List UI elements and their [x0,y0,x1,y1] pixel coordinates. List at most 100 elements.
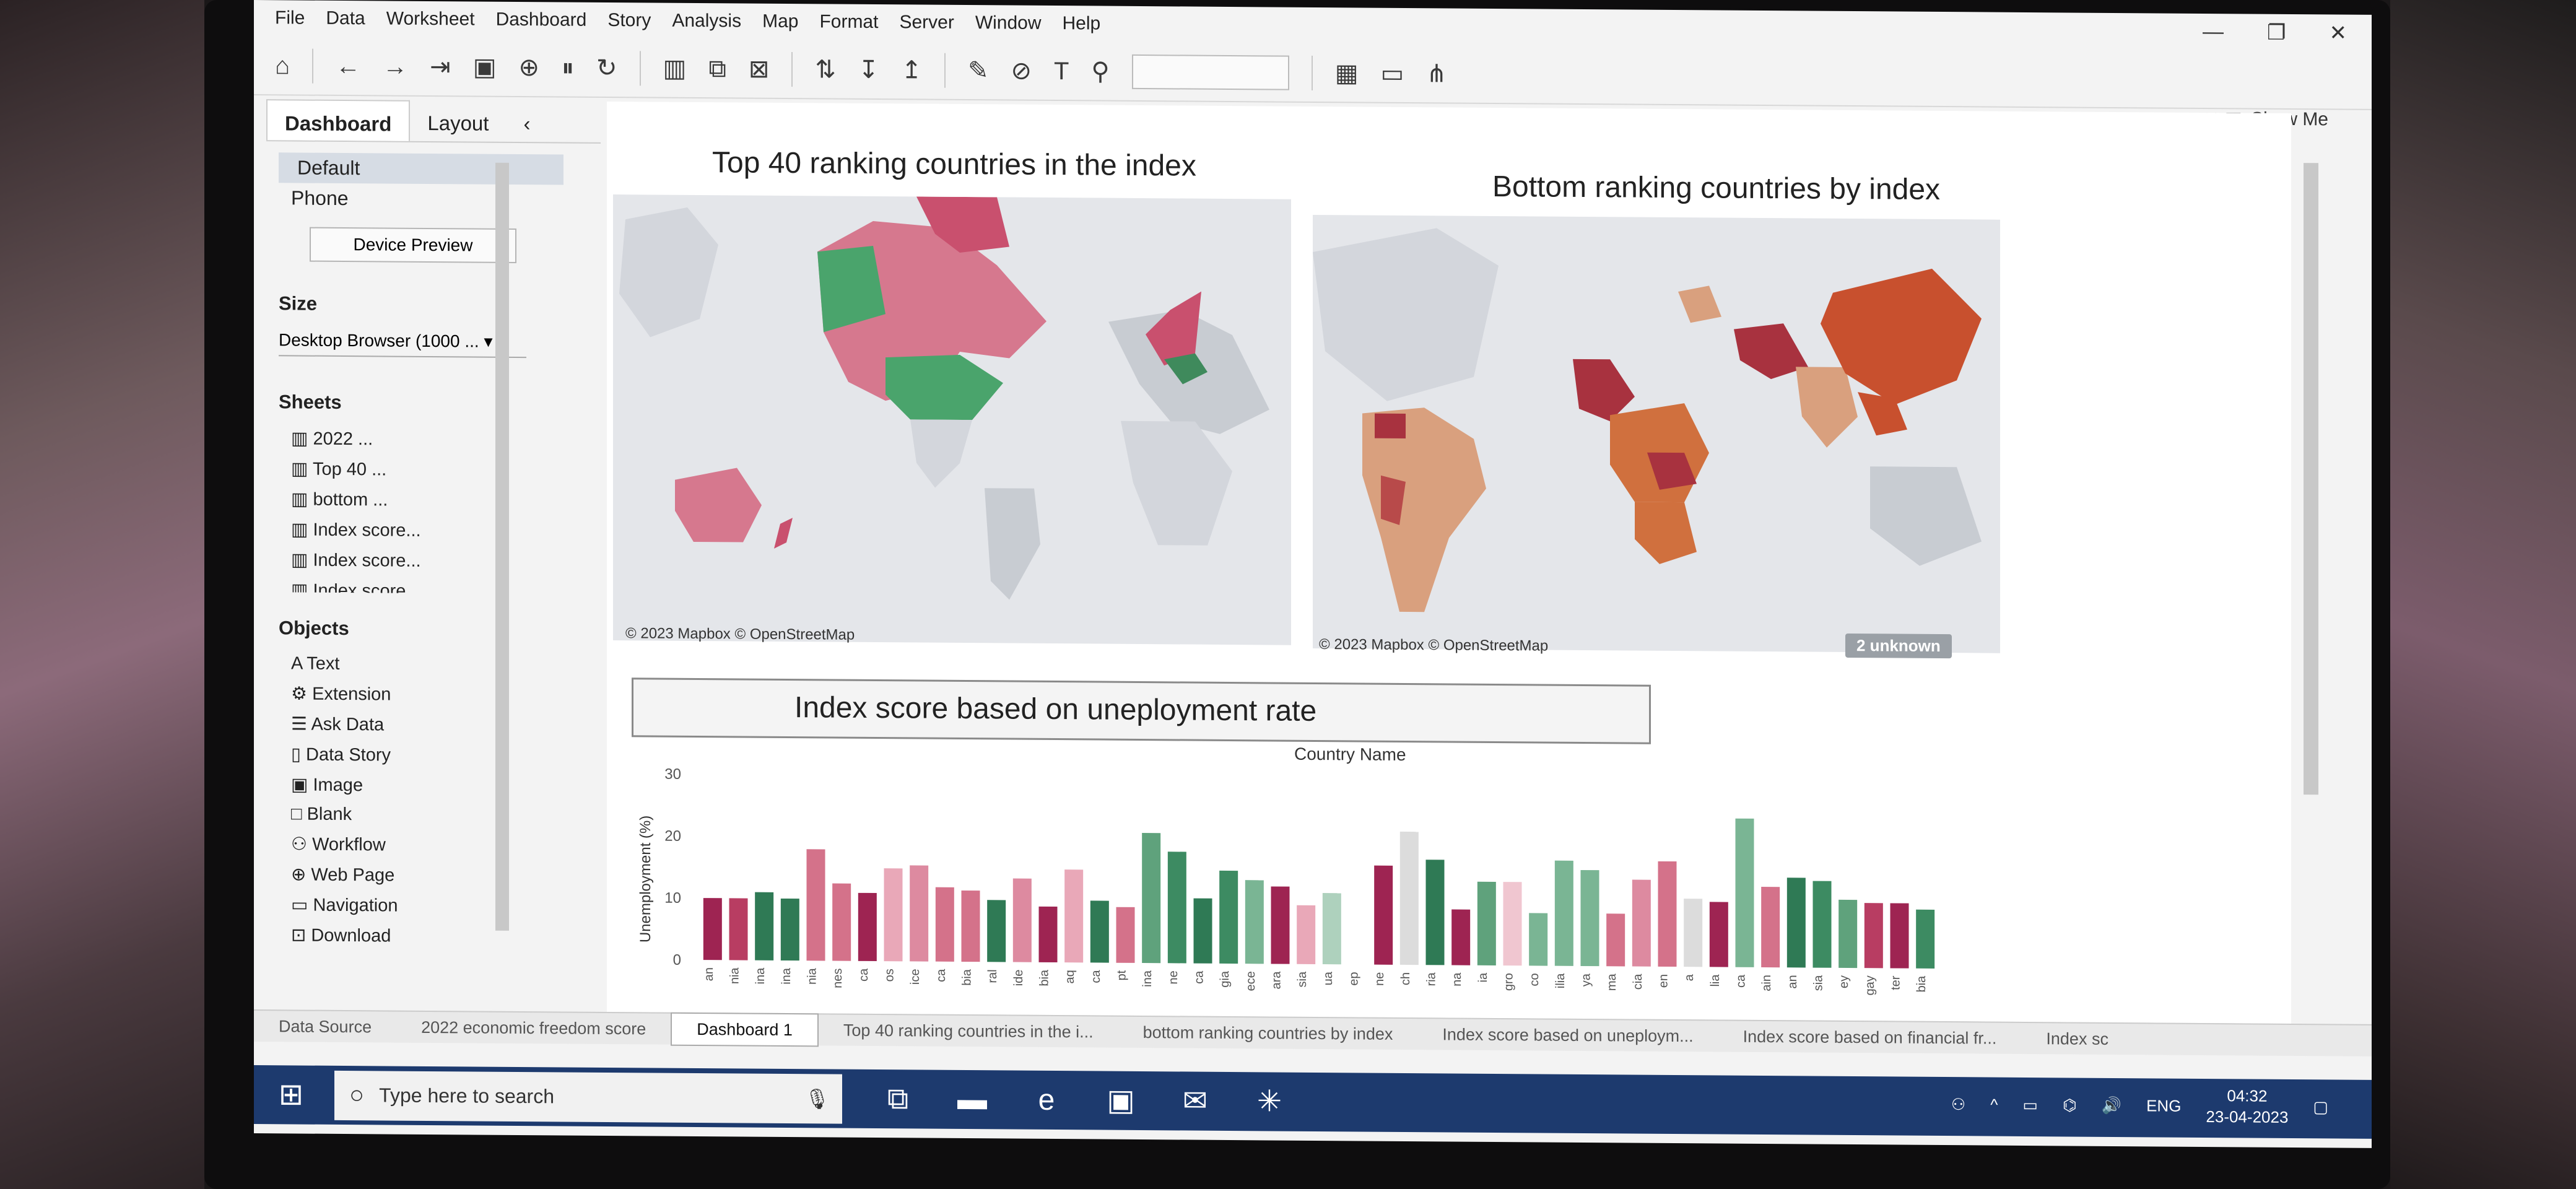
bar[interactable] [1658,861,1677,967]
tab-data-source[interactable]: Data Source [279,1016,372,1036]
bar[interactable] [832,883,851,961]
menu-worksheet[interactable]: Worksheet [386,8,475,30]
bar[interactable] [1399,831,1419,965]
collapse-pane-icon[interactable]: ‹ [523,112,531,136]
bar[interactable] [987,900,1006,962]
fix-axes-icon[interactable]: ⚲ [1091,58,1110,85]
object-ask-data[interactable]: ☰ Ask Data [266,708,601,741]
people-icon[interactable]: ⚇ [1951,1094,1966,1113]
object-navigation[interactable]: ▭ Navigation [266,889,601,922]
tab-dashboard-1[interactable]: Dashboard 1 [671,1012,819,1047]
bar[interactable] [1322,893,1341,965]
tab-index-other[interactable]: Index sc [2046,1029,2108,1048]
bar[interactable] [1580,869,1599,967]
sort-descending-icon[interactable]: ↥ [901,56,922,84]
menu-help[interactable]: Help [1062,13,1101,34]
left-pane-scrollbar[interactable] [495,162,509,931]
windows-start-icon[interactable]: ⊞ [278,1078,304,1112]
bar[interactable] [935,887,954,962]
replay-icon[interactable]: ⇥ [430,53,451,81]
tab-dashboard[interactable]: Dashboard [266,99,411,141]
bar[interactable] [1709,902,1728,967]
sheet-item[interactable]: ▥ Index score... [266,514,601,547]
close-button[interactable]: ✕ [2329,21,2348,45]
bar[interactable] [1786,878,1806,968]
bar[interactable] [1838,899,1858,969]
save-icon[interactable]: ▣ [472,53,497,81]
menu-map[interactable]: Map [762,11,799,32]
microphone-icon[interactable]: 🎙 [804,1087,830,1110]
bar[interactable] [1425,860,1445,965]
bar[interactable] [1812,881,1832,968]
object-download[interactable]: ⊡ Download [266,920,601,952]
share-icon[interactable]: ⋔ [1426,60,1447,88]
bar[interactable] [1116,907,1135,963]
object-workflow[interactable]: ⚇ Workflow [266,829,601,861]
sheet-item[interactable]: ▥ Top 40 ... [266,453,601,486]
bar[interactable] [1864,903,1883,969]
bar[interactable] [1890,903,1909,969]
bar[interactable] [1451,909,1471,965]
bar[interactable] [1632,879,1651,967]
sheet-item[interactable]: ▥ bottom ... [266,484,601,516]
new-datasource-icon[interactable]: ⊕ [518,53,539,82]
taskbar-search[interactable]: ○ Type here to search 🎙 [334,1070,842,1124]
store-icon[interactable]: ▣ [1107,1084,1135,1117]
bar[interactable] [1916,909,1935,969]
file-explorer-icon[interactable]: ▬ [957,1082,987,1116]
top40-map[interactable] [613,194,1291,645]
show-cards-icon[interactable]: ▦ [1334,59,1359,87]
tableau-icon[interactable]: ✳ [1256,1084,1282,1118]
bar[interactable] [1735,818,1754,967]
menu-story[interactable]: Story [607,9,651,31]
bar[interactable] [1554,860,1573,966]
home-icon[interactable]: ⌂ [275,51,290,79]
sort-ascending-icon[interactable]: ↧ [858,56,879,84]
volume-icon[interactable]: 🔊 [2101,1095,2122,1115]
tab-index-financial[interactable]: Index score based on financial fr... [1743,1027,1997,1048]
bar[interactable] [729,898,748,960]
object-extension[interactable]: ⚙ Extension [266,678,601,711]
unknown-badge[interactable]: 2 unknown [1845,633,1952,659]
tab-top-40[interactable]: Top 40 ranking countries in the i... [843,1021,1094,1041]
undo-icon[interactable]: ← [336,52,361,80]
bar[interactable] [1271,886,1290,964]
menu-server[interactable]: Server [899,12,954,33]
size-dropdown[interactable]: Desktop Browser (1000 ... ▾ [279,324,526,359]
bar[interactable] [1038,906,1058,963]
device-default[interactable]: Default [279,152,564,185]
bar[interactable] [1529,913,1548,966]
duplicate-icon[interactable]: ⧉ [708,54,726,82]
edge-browser-icon[interactable]: e [1038,1083,1055,1117]
bar[interactable] [1606,913,1625,967]
dashboard-scrollbar[interactable] [2304,163,2318,795]
language-indicator[interactable]: ENG [2146,1095,2182,1115]
battery-icon[interactable]: ▭ [2022,1095,2038,1114]
menu-analysis[interactable]: Analysis [672,10,742,32]
object-blank[interactable]: □ Blank [266,799,601,831]
menu-dashboard[interactable]: Dashboard [495,9,587,30]
menu-window[interactable]: Window [975,12,1042,33]
highlight-icon[interactable]: ✎ [967,57,989,85]
bar[interactable] [1503,882,1522,966]
bar[interactable] [755,892,774,960]
bar[interactable] [884,868,903,962]
object-image[interactable]: ▣ Image [266,769,601,802]
bar[interactable] [1761,886,1780,968]
object-web-page[interactable]: ⊕ Web Page [266,859,601,892]
sheet-item[interactable]: ▥ Index score... [266,544,601,577]
bar[interactable] [858,892,877,962]
bar[interactable] [780,898,799,961]
chevron-up-icon[interactable]: ^ [1990,1095,1998,1114]
pause-updates-icon[interactable]: ⏸ [562,53,574,82]
notification-icon[interactable]: ▢ [2313,1097,2328,1116]
bar[interactable] [703,898,722,960]
bar[interactable] [1167,851,1186,964]
bar[interactable] [1090,900,1109,963]
network-icon[interactable]: ⌬ [2063,1095,2077,1115]
sheet-item[interactable]: ▥ 2022 ... [266,423,601,456]
tab-index-unemployment[interactable]: Index score based on uneploym... [1442,1024,1694,1045]
swap-icon[interactable]: ⇅ [815,56,836,84]
bar[interactable] [1193,898,1212,964]
